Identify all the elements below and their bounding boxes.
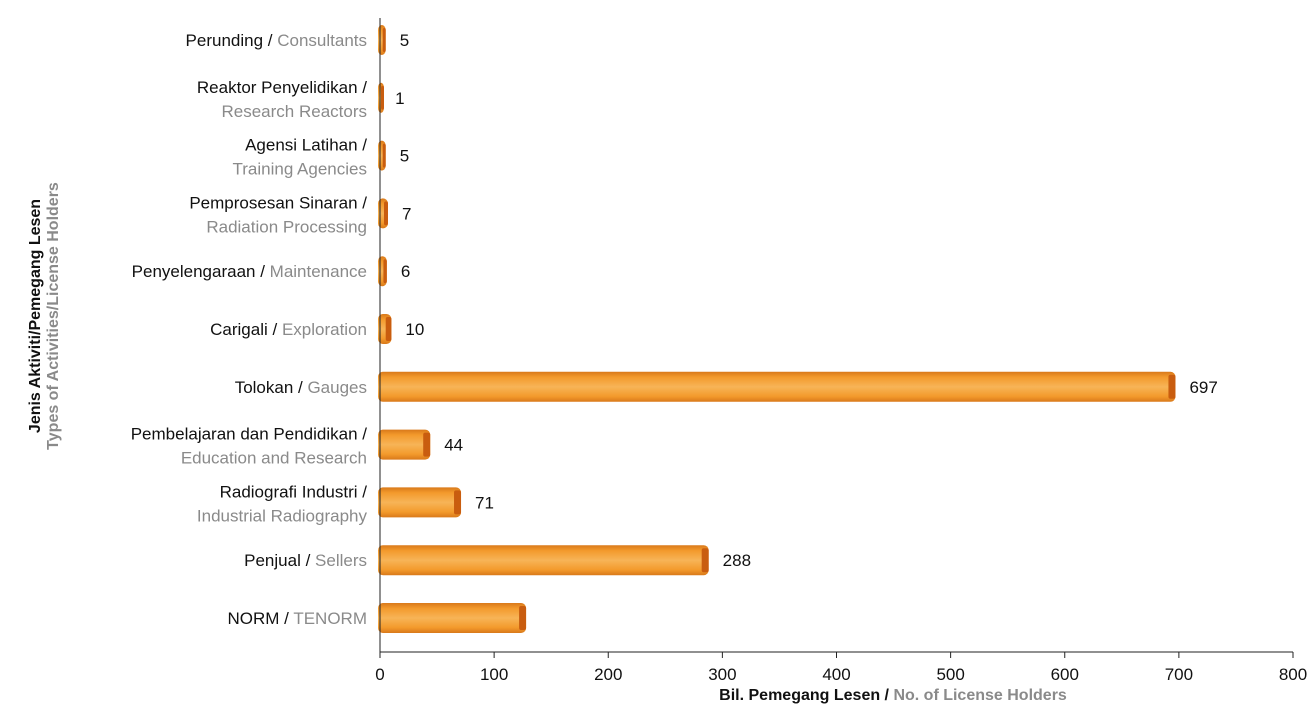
x-axis-title-alt: No. of License Holders: [889, 687, 1067, 704]
category-label-alt: Training Agencies: [232, 160, 367, 179]
category-label-main: Carigali /: [210, 320, 282, 339]
bar: [378, 603, 527, 633]
x-tick-label: 300: [708, 665, 736, 684]
data-label: 6: [401, 262, 410, 281]
category-label: Carigali / Exploration: [210, 320, 367, 339]
bar-group: [378, 198, 388, 229]
data-label: 10: [405, 320, 424, 339]
category-label-alt: Sellers: [315, 551, 367, 570]
category-label-main: Penyelengaraan /: [132, 262, 270, 281]
category-label-main: Pemprosesan Sinaran /: [189, 193, 367, 212]
x-tick-label: 200: [594, 665, 622, 684]
bar-group: [378, 314, 392, 344]
data-label: 5: [400, 31, 409, 50]
bar-group: [378, 82, 384, 113]
category-label-alt: Education and Research: [181, 449, 367, 468]
bar-end-cap: [382, 143, 386, 168]
category-label-main: Penjual /: [244, 551, 315, 570]
bar-group: [378, 371, 1176, 402]
category-label-main: Perunding /: [186, 31, 278, 50]
bar: [378, 371, 1176, 402]
category-label-main: Radiografi Industri /: [220, 482, 368, 501]
category-label-main: Pembelajaran dan Pendidikan /: [131, 425, 368, 444]
bar-end-cap: [454, 490, 462, 515]
bar-end-cap: [1168, 374, 1176, 399]
data-label: 71: [475, 493, 494, 512]
bar-group: [378, 256, 387, 287]
bar-group: [378, 140, 386, 171]
bar: [378, 545, 709, 576]
category-label: Penyelengaraan / Maintenance: [132, 262, 367, 281]
x-tick-label: 800: [1279, 665, 1307, 684]
category-label-alt: Research Reactors: [221, 102, 367, 121]
bar-end-cap: [383, 201, 388, 226]
category-label-alt: Exploration: [282, 320, 367, 339]
bar-end-cap: [381, 85, 384, 110]
category-label: Perunding / Consultants: [186, 31, 367, 50]
category-label-alt: Industrial Radiography: [197, 506, 368, 525]
bar-group: [378, 25, 386, 55]
bar-group: [378, 429, 431, 460]
x-axis-title: Bil. Pemegang Lesen / No. of License Hol…: [719, 687, 1067, 704]
bar: [378, 487, 462, 518]
category-label-main: Reaktor Penyelidikan /: [197, 78, 367, 97]
category-label-alt: Maintenance: [270, 262, 367, 281]
bar-end-cap: [385, 317, 392, 341]
data-label: 44: [444, 436, 463, 455]
bar-end-cap: [701, 548, 709, 573]
x-tick-label: 500: [936, 665, 964, 684]
bar-end-cap: [383, 259, 387, 284]
bar-group: [378, 545, 709, 576]
x-tick-label: 0: [375, 665, 384, 684]
category-label: Tolokan / Gauges: [235, 378, 367, 397]
category-label-main: Tolokan /: [235, 378, 308, 397]
x-tick-label: 400: [822, 665, 850, 684]
bar: [378, 429, 431, 460]
data-label: 288: [723, 551, 751, 570]
category-label-alt: Consultants: [277, 31, 367, 50]
y-axis-title-main: Jenis Aktiviti/Pemegang Lesen: [27, 199, 44, 433]
category-label-main: Agensi Latihan /: [245, 136, 367, 155]
bar-end-cap: [382, 28, 386, 52]
category-label-main: NORM /: [228, 609, 294, 628]
category-label: Penjual / Sellers: [244, 551, 367, 570]
x-axis-title-main: Bil. Pemegang Lesen /: [719, 687, 889, 704]
bar-group: [378, 487, 462, 518]
category-label-alt: TENORM: [293, 609, 367, 628]
category-label: NORM / TENORM: [228, 609, 367, 628]
data-label: 1: [395, 89, 404, 108]
data-label: 697: [1189, 378, 1217, 397]
x-tick-label: 600: [1051, 665, 1079, 684]
category-label-alt: Radiation Processing: [206, 217, 367, 236]
bar-end-cap: [519, 606, 527, 630]
bar-end-cap: [423, 432, 431, 457]
data-label: 7: [402, 204, 411, 223]
y-axis-title-alt: Types of Activities/License Holders: [45, 182, 62, 450]
x-tick-label: 700: [1165, 665, 1193, 684]
data-label: 5: [400, 147, 409, 166]
bar-group: [378, 603, 527, 633]
x-tick-label: 100: [480, 665, 508, 684]
category-label-alt: Gauges: [307, 378, 367, 397]
